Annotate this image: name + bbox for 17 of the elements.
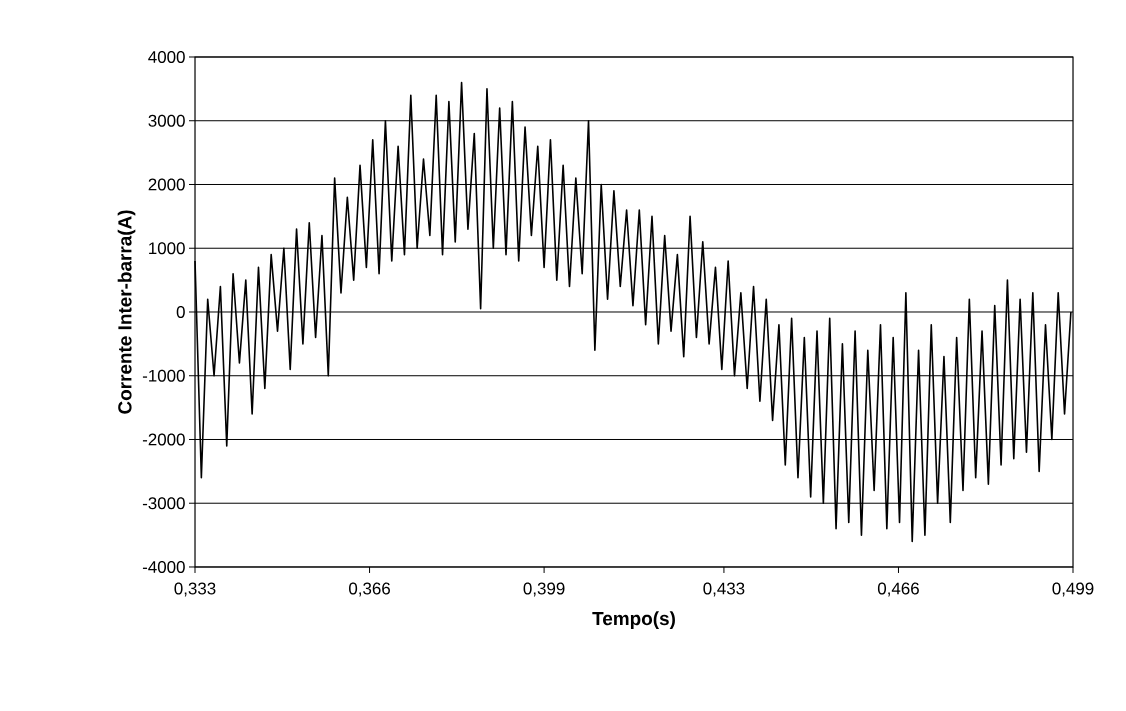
y-tick-label: 1000: [149, 242, 185, 255]
y-tick-label: 4000: [148, 50, 185, 63]
y-tick-label: -2000: [142, 433, 185, 446]
x-tick-label: 0,433: [703, 582, 745, 597]
y-tick-label: -1000: [142, 369, 185, 382]
x-tick-label: 0,499: [1052, 582, 1094, 597]
x-tick-label: 0,366: [349, 582, 390, 597]
y-tick-label: -4000: [142, 560, 185, 573]
x-tick-label: 0,466: [877, 582, 919, 597]
y-tick-label: 0: [176, 305, 185, 318]
x-tick-label: 0,333: [174, 582, 216, 597]
y-tick-label: -3000: [142, 497, 185, 510]
y-tick-label: 2000: [148, 178, 185, 191]
y-axis-title: Corrente Inter-barra(A): [117, 210, 136, 414]
x-tick-label: 0,399: [523, 582, 565, 597]
x-axis-title: Tempo(s): [592, 611, 675, 629]
y-tick-label: 3000: [148, 114, 185, 127]
